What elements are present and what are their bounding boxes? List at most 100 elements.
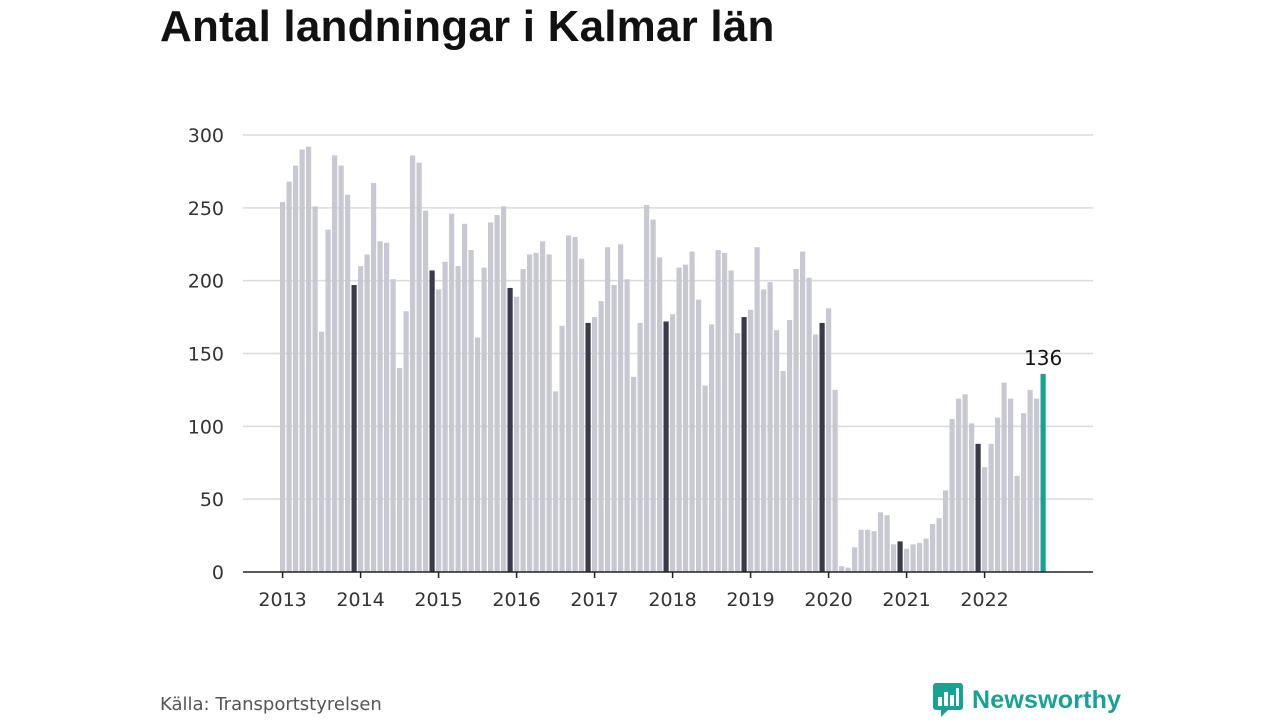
bar (871, 531, 877, 572)
y-tick-label: 100 (188, 416, 224, 438)
bar (722, 252, 728, 573)
newsworthy-logo-icon (933, 683, 963, 717)
y-tick-label: 200 (188, 271, 224, 293)
bar (748, 309, 754, 572)
bar (774, 330, 780, 572)
bar (416, 162, 422, 572)
bar (559, 325, 565, 572)
bar (455, 266, 461, 572)
bar (832, 389, 838, 572)
bar (449, 213, 455, 572)
bar (611, 285, 617, 572)
bar (306, 146, 312, 573)
bar (865, 529, 871, 572)
bar (845, 567, 851, 572)
bar (280, 202, 286, 573)
x-tick-label: 2018 (648, 589, 696, 611)
y-tick-label: 250 (188, 198, 224, 220)
bar (494, 215, 500, 572)
bar (709, 324, 715, 572)
bar (358, 266, 364, 572)
x-tick-label: 2019 (726, 589, 774, 611)
bar (735, 333, 741, 572)
bar (631, 376, 637, 572)
y-tick-label: 0 (212, 562, 224, 584)
bar (670, 314, 676, 572)
bar (1001, 382, 1007, 572)
bar (351, 285, 357, 572)
bar (910, 544, 916, 572)
bar (501, 206, 507, 573)
bar (839, 566, 845, 572)
bar (286, 181, 292, 572)
x-tick-label: 2016 (492, 589, 540, 611)
bar (644, 204, 650, 573)
bars (280, 146, 1046, 573)
bar (1027, 389, 1033, 572)
x-tick-label: 2015 (414, 589, 462, 611)
bar (533, 252, 539, 573)
bar (527, 254, 533, 573)
bar (585, 322, 591, 572)
bar (410, 155, 416, 573)
bar (637, 322, 643, 572)
bar (312, 206, 318, 573)
bar (852, 547, 858, 572)
data-labels: 136 (1024, 346, 1062, 370)
bar (917, 542, 923, 572)
bar (364, 254, 370, 573)
bar (325, 229, 331, 572)
bar (540, 241, 546, 572)
bar (702, 385, 708, 572)
x-tick-label: 2014 (336, 589, 384, 611)
bar (897, 541, 903, 572)
bar (423, 210, 429, 572)
bar (949, 419, 955, 572)
bar (956, 398, 962, 572)
bar (767, 282, 773, 572)
bar (488, 222, 494, 572)
bar (819, 322, 825, 572)
bar (787, 319, 793, 572)
bar (878, 512, 884, 572)
bar (598, 301, 604, 572)
y-tick-label: 300 (188, 125, 224, 147)
newsworthy-logo: Newsworthy (932, 682, 1121, 718)
x-tick-label: 2022 (960, 589, 1008, 611)
bar (780, 370, 786, 572)
bar (1034, 398, 1040, 572)
bar (377, 241, 383, 572)
bar (689, 251, 695, 573)
bar (650, 219, 656, 572)
bar (566, 235, 572, 572)
brand-name: Newsworthy (972, 685, 1122, 714)
bar (1008, 398, 1014, 572)
bar (741, 317, 747, 572)
bar (1021, 413, 1027, 572)
bar (579, 258, 585, 572)
bar (605, 247, 611, 572)
bar (553, 391, 559, 572)
bar (982, 467, 988, 572)
source-note: Källa: Transportstyrelsen (160, 694, 382, 715)
bar (761, 289, 767, 572)
bar (618, 244, 624, 572)
bar (319, 331, 325, 572)
bar (371, 183, 377, 572)
bar (826, 308, 832, 572)
bar (663, 321, 669, 572)
bar (969, 423, 975, 572)
bar (715, 250, 721, 572)
x-tick-label: 2020 (804, 589, 852, 611)
bar (806, 277, 812, 572)
bar (975, 443, 981, 572)
latest-value-label: 136 (1024, 346, 1062, 370)
bar (345, 194, 351, 572)
bar (468, 250, 474, 572)
bar (293, 165, 299, 572)
bar (858, 529, 864, 572)
bar (696, 299, 702, 572)
bar (936, 518, 942, 572)
bar (793, 269, 799, 572)
